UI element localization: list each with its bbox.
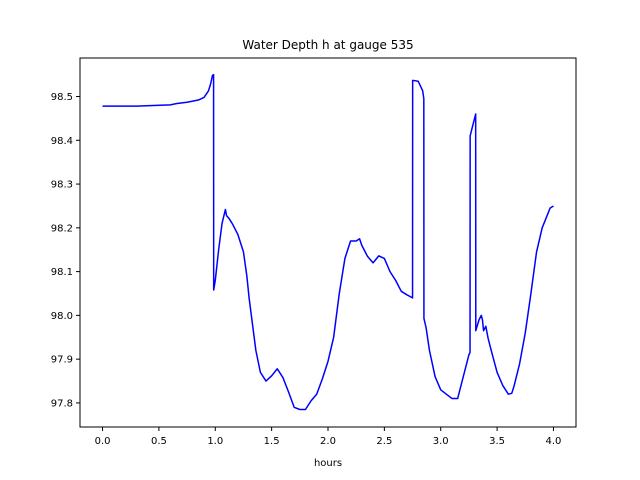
series-line	[102, 73, 554, 411]
y-tick-label: 98.2	[51, 223, 73, 234]
x-axis-ticks: 0.0 0.5 1.0 1.5 2.0 2.5 3.0 3.5 4.0	[95, 427, 562, 447]
x-tick-label: 3.5	[489, 436, 505, 447]
y-tick-label: 97.8	[51, 398, 73, 409]
x-tick-label: 0.0	[95, 436, 111, 447]
plot-area	[79, 57, 577, 428]
x-tick-label: 1.5	[264, 436, 280, 447]
y-tick-label: 98.4	[51, 136, 73, 147]
x-tick-label: 2.0	[320, 436, 336, 447]
y-tick-label: 98.0	[51, 311, 73, 322]
x-axis-label: hours	[314, 458, 342, 469]
x-tick-label: 4.0	[546, 436, 562, 447]
y-tick-label: 98.1	[51, 267, 73, 278]
y-tick-label: 98.3	[51, 180, 73, 191]
chart-title: Water Depth h at gauge 535	[242, 38, 413, 52]
y-axis-ticks: 97.8 97.9 98.0 98.1 98.2 98.3 98.4 98.5	[51, 92, 80, 409]
x-tick-label: 2.5	[376, 436, 392, 447]
x-tick-label: 0.5	[151, 436, 167, 447]
x-tick-label: 1.0	[207, 436, 223, 447]
axes-frame	[79, 57, 577, 428]
y-tick-label: 97.9	[51, 355, 73, 366]
x-tick-label: 3.0	[433, 436, 449, 447]
y-tick-label: 98.5	[51, 92, 73, 103]
